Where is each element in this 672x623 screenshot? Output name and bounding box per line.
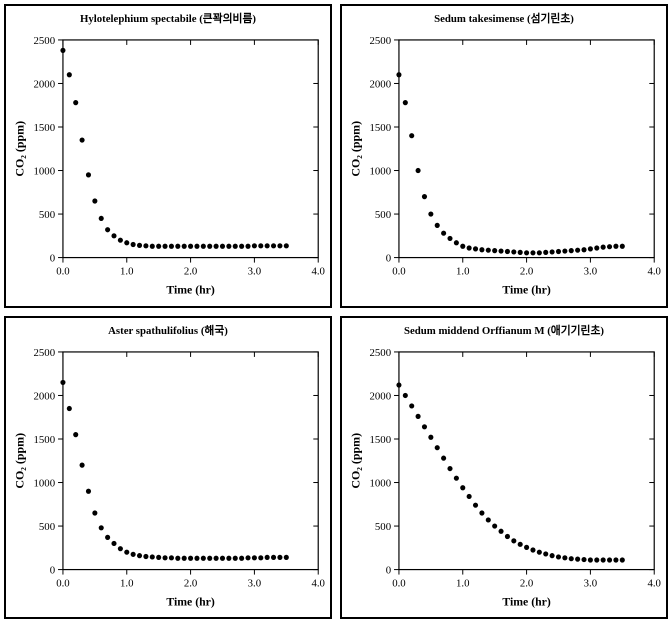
- x-tick-label: 0.0: [56, 577, 70, 589]
- y-tick-label: 500: [375, 209, 392, 221]
- x-tick-label: 2.0: [184, 577, 198, 589]
- y-tick-label: 0: [386, 564, 392, 576]
- x-tick-label: 4.0: [647, 265, 661, 277]
- y-axis-label: CO₂ (ppm): [349, 121, 363, 177]
- chart-panel-1: Sedum takesimense (섬기린초) 0.0 1.0 2.0 3.0 4.0 0…: [340, 4, 668, 308]
- data-series: [396, 72, 624, 255]
- chart-title: Sedum middend Orffianum M (애기기린초): [404, 322, 604, 336]
- x-tick-label: 4.0: [311, 577, 325, 589]
- x-tick-label: 1.0: [456, 265, 470, 277]
- y-tick-label: 2000: [370, 78, 392, 90]
- y-axis-label: CO₂ (ppm): [13, 121, 27, 177]
- y-tick-label: 0: [50, 564, 56, 576]
- x-axis-label: Time (hr): [502, 594, 551, 608]
- y-tick-label: 1000: [34, 165, 56, 177]
- y-tick-label: 1000: [34, 477, 56, 489]
- y-tick-label: 500: [39, 520, 56, 532]
- chart-grid: Hylotelephium spectabile (큰꽉의비름) 0.0 1.0 2.…: [0, 0, 672, 623]
- y-axis-label: CO₂ (ppm): [13, 432, 27, 488]
- chart-panel-2: Aster spathulifolius (해국) 0.0 1.0 2.0 3.0 4.0…: [4, 316, 332, 620]
- chart-panel-3: Sedum middend Orffianum M (애기기린초) 0.0 1.0 2…: [340, 316, 668, 620]
- y-tick-label: 2500: [34, 35, 56, 47]
- y-tick-label: 1000: [370, 165, 392, 177]
- chart-title: Sedum takesimense (섬기린초): [434, 11, 574, 25]
- x-tick-label: 2.0: [520, 577, 534, 589]
- x-tick-label: 0.0: [392, 265, 406, 277]
- y-tick-label: 0: [50, 252, 56, 264]
- y-tick-label: 0: [386, 252, 392, 264]
- x-tick-label: 3.0: [584, 577, 598, 589]
- x-tick-label: 3.0: [248, 265, 262, 277]
- x-tick-label: 2.0: [184, 265, 198, 277]
- data-series: [60, 48, 288, 249]
- x-tick-label: 3.0: [584, 265, 598, 277]
- x-tick-label: 4.0: [647, 577, 661, 589]
- y-tick-label: 2500: [370, 346, 392, 358]
- y-tick-label: 2500: [34, 346, 56, 358]
- y-tick-label: 1500: [370, 433, 392, 445]
- y-tick-label: 2500: [370, 35, 392, 47]
- x-tick-label: 3.0: [248, 577, 262, 589]
- x-tick-label: 1.0: [120, 265, 134, 277]
- y-tick-label: 500: [375, 520, 392, 532]
- y-axis-label: CO₂ (ppm): [349, 432, 363, 488]
- x-tick-label: 0.0: [56, 265, 70, 277]
- y-tick-label: 1000: [370, 477, 392, 489]
- y-tick-label: 2000: [34, 78, 56, 90]
- chart-panel-0: Hylotelephium spectabile (큰꽉의비름) 0.0 1.0 2.…: [4, 4, 332, 308]
- x-tick-label: 4.0: [311, 265, 325, 277]
- y-tick-label: 2000: [370, 390, 392, 402]
- y-tick-label: 1500: [34, 122, 56, 134]
- y-tick-label: 1500: [370, 122, 392, 134]
- x-tick-label: 2.0: [520, 265, 534, 277]
- x-tick-label: 1.0: [456, 577, 470, 589]
- y-tick-label: 500: [39, 209, 56, 221]
- x-axis-label: Time (hr): [502, 282, 551, 296]
- data-series: [60, 379, 288, 560]
- chart-title: Hylotelephium spectabile (큰꽉의비름): [80, 11, 256, 25]
- y-tick-label: 1500: [34, 433, 56, 445]
- x-axis-label: Time (hr): [166, 282, 215, 296]
- y-tick-label: 2000: [34, 390, 56, 402]
- data-series: [396, 382, 624, 562]
- x-tick-label: 0.0: [392, 577, 406, 589]
- chart-title: Aster spathulifolius (해국): [108, 322, 228, 336]
- x-tick-label: 1.0: [120, 577, 134, 589]
- x-axis-label: Time (hr): [166, 594, 215, 608]
